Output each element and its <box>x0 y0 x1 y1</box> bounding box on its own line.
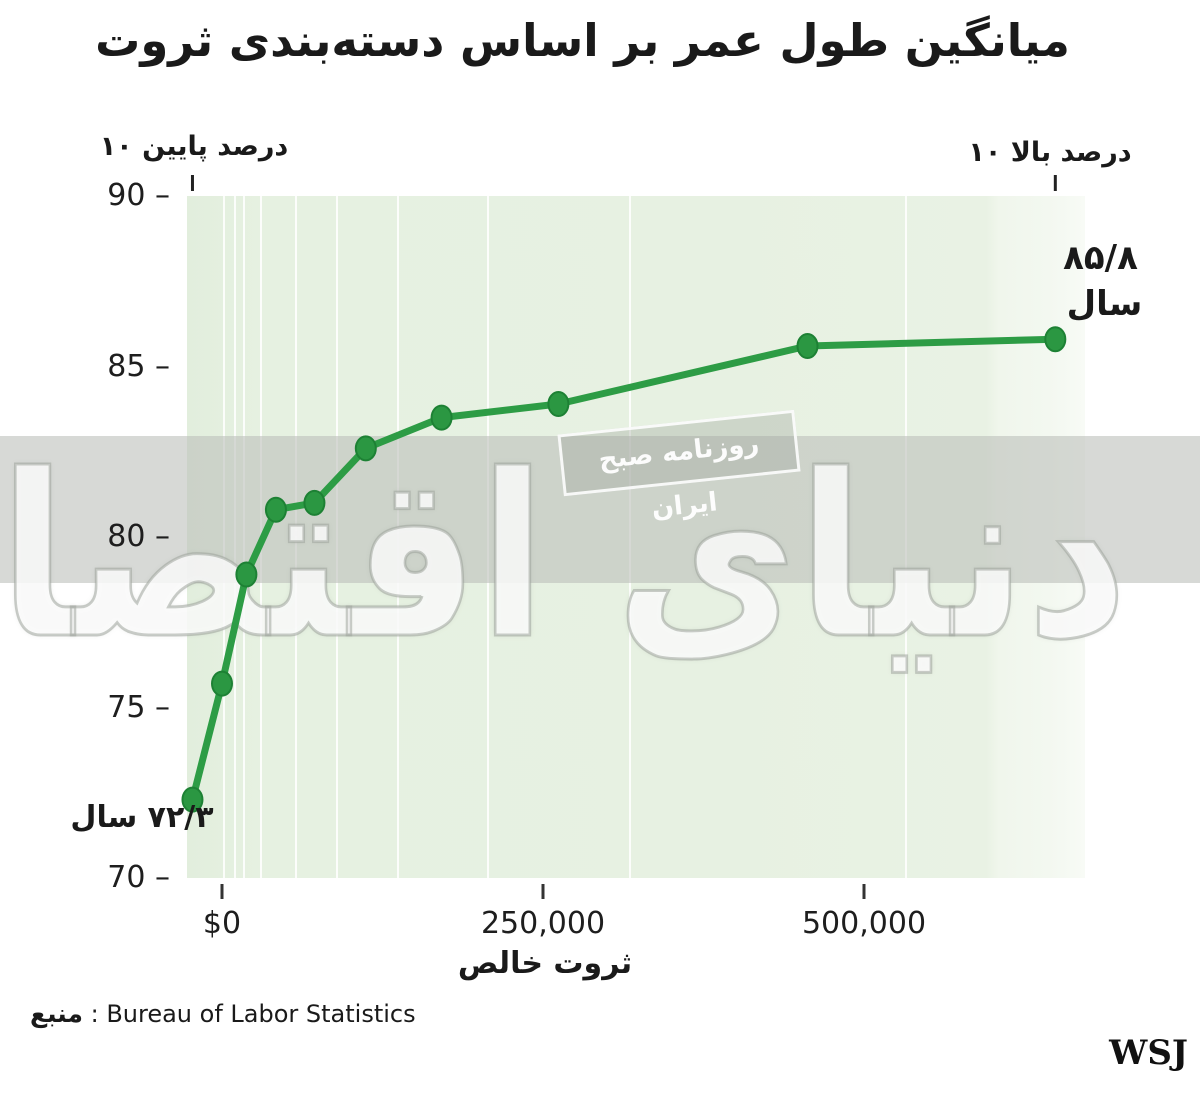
decile-label-top10: ۱۰ درصد بالا <box>968 137 1132 168</box>
source-line: منبع : Bureau of Labor Statistics <box>30 999 416 1028</box>
x-axis-tick-label: 500,000 <box>801 906 927 941</box>
source-text: Bureau of Labor Statistics <box>106 1000 416 1028</box>
y-axis-tick-label: 90 – <box>107 178 170 213</box>
y-axis-tick-label: 85 – <box>107 348 170 384</box>
y-axis-tick-label: 80 – <box>107 519 170 554</box>
x-axis-title: ثروت خالص <box>457 946 633 981</box>
source-label: منبع <box>30 999 83 1028</box>
annotation-last-point-unit: سال <box>1066 284 1143 324</box>
chart-title: میانگین طول عمر بر اساس دسته‌بندی ثروت <box>95 14 1071 67</box>
x-axis-tick-label: $0 <box>202 906 242 941</box>
source-separator: : <box>82 1000 107 1028</box>
decile-label-bottom10: ۱۰ درصد پایین <box>99 131 289 162</box>
x-axis-tick-label: 250,000 <box>480 906 606 941</box>
annotation-last-point-value: ۸۵/۸ <box>1063 238 1138 278</box>
annotation-first-point: ۷۲/۳ سال <box>70 800 214 835</box>
wsj-logo: WSJ <box>1109 1033 1188 1073</box>
watermark-logo-text: دنیای اقتصاد <box>0 426 1129 691</box>
y-axis-tick-label: 75 – <box>107 689 170 725</box>
y-axis-tick-label: 70 – <box>107 860 170 895</box>
